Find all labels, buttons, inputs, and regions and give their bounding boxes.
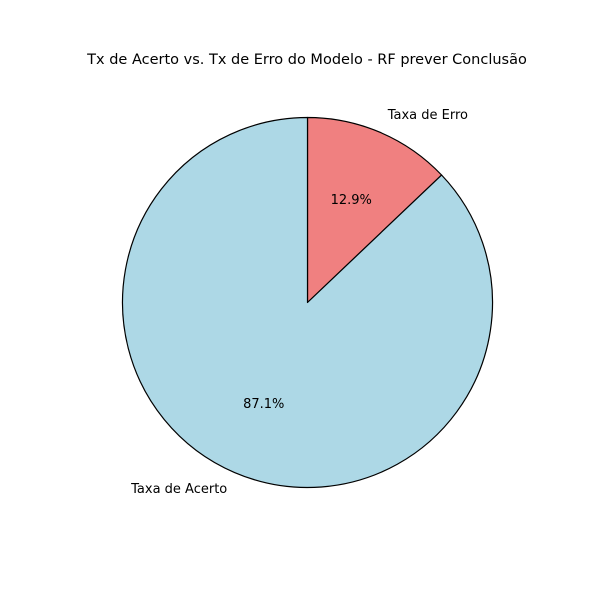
slice-pct-label-1: 87.1% [243, 397, 284, 412]
slice-pct-label-0: 12.9% [331, 193, 372, 208]
pie-slices [121, 116, 494, 489]
pie-slice-1 [121, 116, 494, 489]
pie-labels: Taxa de Erro 12.9% Taxa de Acerto 87.1% [130, 108, 468, 497]
slice-label-0: Taxa de Erro [387, 108, 468, 123]
slice-label-1: Taxa de Acerto [130, 482, 227, 497]
chart-title: Tx de Acerto vs. Tx de Erro do Modelo - … [86, 52, 527, 68]
pie-slice-0 [306, 116, 443, 304]
